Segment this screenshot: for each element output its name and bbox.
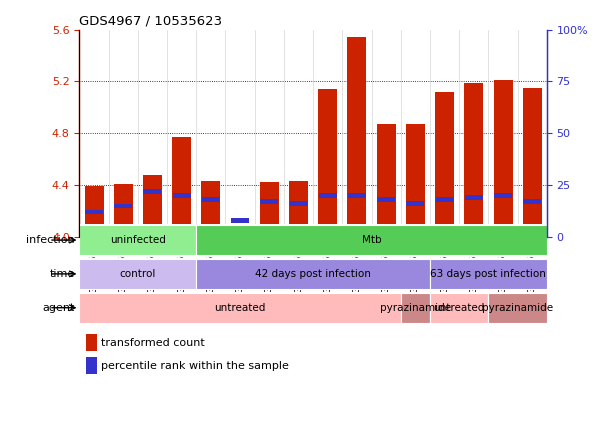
Bar — [406, 124, 425, 237]
Text: transformed count: transformed count — [101, 338, 205, 348]
Bar — [348, 37, 367, 237]
Bar — [290, 201, 307, 206]
Bar — [143, 175, 162, 237]
Bar — [196, 259, 430, 289]
Bar — [401, 293, 430, 323]
Bar — [523, 199, 541, 204]
Bar — [494, 193, 512, 198]
Bar — [430, 259, 547, 289]
Bar — [79, 293, 401, 323]
Bar — [144, 189, 161, 194]
Bar — [435, 92, 454, 237]
Bar — [465, 195, 483, 200]
Text: pyrazinamide: pyrazinamide — [380, 303, 451, 313]
Bar — [114, 203, 132, 208]
Bar — [202, 181, 221, 237]
Bar — [231, 218, 249, 222]
Bar — [260, 182, 279, 237]
Text: time: time — [49, 269, 75, 279]
Bar — [430, 293, 488, 323]
Bar — [260, 199, 279, 204]
Text: pyrazinamide: pyrazinamide — [482, 303, 553, 313]
Bar — [114, 184, 133, 237]
Bar — [406, 201, 425, 206]
Bar — [79, 225, 196, 255]
Bar — [494, 80, 513, 237]
Bar — [172, 137, 191, 237]
Bar — [318, 89, 337, 237]
Text: Mtb: Mtb — [362, 235, 381, 245]
Bar — [230, 228, 250, 237]
Text: 42 days post infection: 42 days post infection — [255, 269, 371, 279]
Bar — [79, 259, 196, 289]
Bar — [523, 88, 542, 237]
Text: GDS4967 / 10535623: GDS4967 / 10535623 — [79, 14, 222, 27]
Bar — [173, 193, 191, 198]
Text: untreated: untreated — [434, 303, 485, 313]
Bar — [464, 83, 483, 237]
Text: infection: infection — [26, 235, 75, 245]
Text: agent: agent — [42, 303, 75, 313]
Bar — [196, 225, 547, 255]
Text: percentile rank within the sample: percentile rank within the sample — [101, 361, 288, 371]
Bar — [85, 210, 103, 214]
Bar — [348, 193, 366, 198]
Text: control: control — [120, 269, 156, 279]
Bar — [289, 181, 308, 237]
Bar — [436, 197, 453, 202]
Bar — [202, 197, 220, 202]
Text: uninfected: uninfected — [110, 235, 166, 245]
Bar — [488, 293, 547, 323]
Bar — [319, 193, 337, 198]
Bar — [377, 197, 395, 202]
Text: untreated: untreated — [214, 303, 266, 313]
Bar — [376, 124, 396, 237]
Bar — [84, 187, 103, 237]
Text: 63 days post infection: 63 days post infection — [431, 269, 546, 279]
